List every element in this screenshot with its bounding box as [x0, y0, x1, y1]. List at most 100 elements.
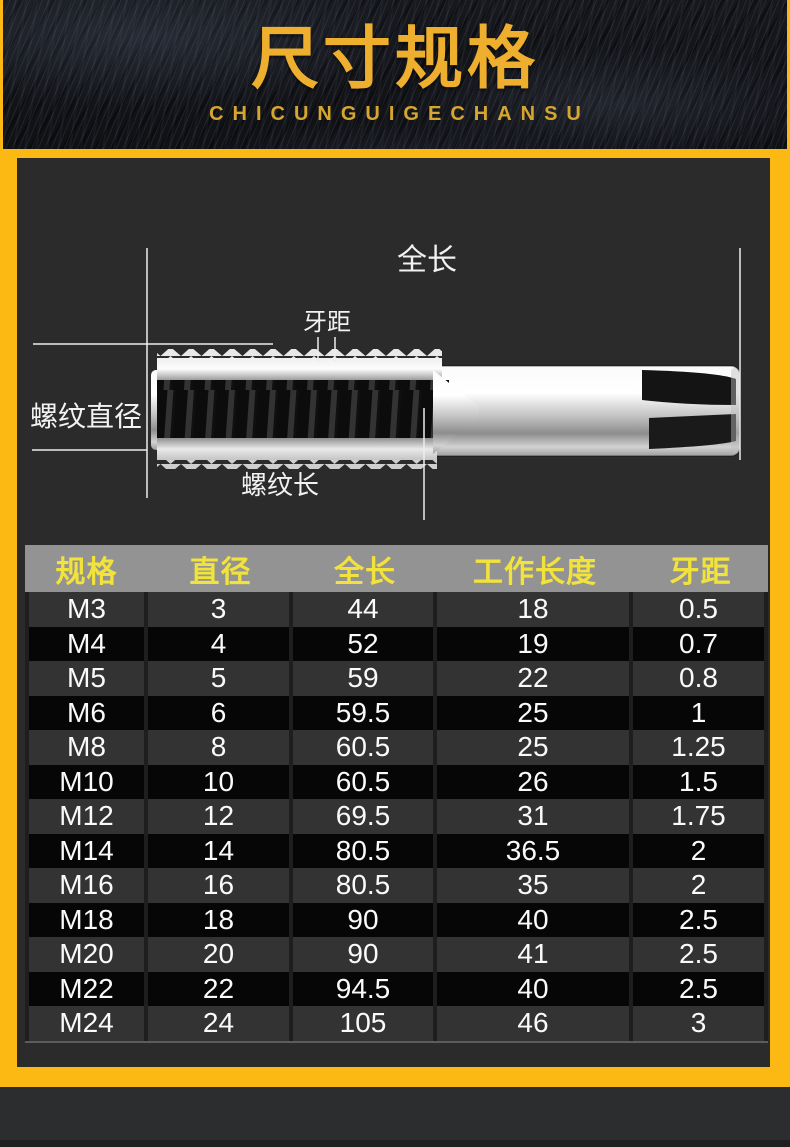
- cell-diameter: 18: [148, 902, 293, 937]
- table-row: M14 14 80.5 36.5 2: [25, 833, 768, 868]
- cell-working-length: 26: [437, 764, 633, 799]
- cell-spec: M24: [25, 1006, 148, 1041]
- cell-pitch: 1: [633, 695, 768, 730]
- content-panel: 全长 牙距 螺纹直径 螺纹长 规格 直径 全长 工作长度 牙距 M3 3: [17, 158, 770, 1067]
- cell-working-length: 25: [437, 730, 633, 765]
- table-row: M16 16 80.5 35 2: [25, 868, 768, 903]
- cell-total-length: 60.5: [293, 730, 437, 765]
- cell-spec: M8: [25, 730, 148, 765]
- table-row: M12 12 69.5 31 1.75: [25, 799, 768, 834]
- cell-working-length: 31: [437, 799, 633, 834]
- column-header-total-length: 全长: [334, 555, 396, 589]
- column-header-pitch: 牙距: [669, 555, 732, 589]
- cell-total-length: 90: [293, 902, 437, 937]
- cell-diameter: 22: [148, 971, 293, 1006]
- page-subtitle: CHICUNGUIGECHANSU: [209, 103, 590, 126]
- label-thread-diameter: 螺纹直径: [30, 401, 142, 432]
- cell-pitch: 2: [633, 833, 768, 868]
- cell-spec: M20: [25, 937, 148, 972]
- cell-spec: M22: [25, 971, 148, 1006]
- cell-pitch: 3: [633, 1006, 768, 1041]
- cell-pitch: 2.5: [633, 971, 768, 1006]
- diagram-labels: 全长 牙距 螺纹直径 螺纹长: [30, 244, 457, 500]
- table-row: M18 18 90 40 2.5: [25, 902, 768, 937]
- cell-pitch: 0.8: [633, 661, 768, 696]
- cell-total-length: 80.5: [293, 868, 437, 903]
- cell-total-length: 60.5: [293, 764, 437, 799]
- cell-diameter: 3: [148, 592, 293, 627]
- cell-spec: M3: [25, 592, 148, 627]
- cell-pitch: 2.5: [633, 937, 768, 972]
- cell-spec: M10: [25, 764, 148, 799]
- cell-total-length: 94.5: [293, 971, 437, 1006]
- tap-shank: [426, 365, 741, 457]
- table-row: M20 20 90 41 2.5: [25, 937, 768, 972]
- table-row: M10 10 60.5 26 1.5: [25, 764, 768, 799]
- table-row: M8 8 60.5 25 1.25: [25, 730, 768, 765]
- cell-diameter: 16: [148, 868, 293, 903]
- cell-diameter: 10: [148, 764, 293, 799]
- table-row: M5 5 59 22 0.8: [25, 661, 768, 696]
- cell-diameter: 6: [148, 695, 293, 730]
- cell-total-length: 44: [293, 592, 437, 627]
- cell-spec: M5: [25, 661, 148, 696]
- cell-pitch: 1.25: [633, 730, 768, 765]
- column-header-diameter: 直径: [189, 555, 252, 589]
- hero-header: 尺寸规格 CHICUNGUIGECHANSU: [0, 0, 790, 149]
- yellow-frame: 全长 牙距 螺纹直径 螺纹长 规格 直径 全长 工作长度 牙距 M3 3: [0, 149, 790, 1087]
- drive-flute-bottom: [649, 414, 736, 449]
- label-total-length: 全长: [397, 244, 457, 277]
- cell-working-length: 18: [437, 592, 633, 627]
- cell-spec: M18: [25, 902, 148, 937]
- cell-pitch: 0.5: [633, 592, 768, 627]
- cell-spec: M14: [25, 833, 148, 868]
- table-row: M22 22 94.5 40 2.5: [25, 971, 768, 1006]
- cell-total-length: 59: [293, 661, 437, 696]
- dimension-lines: [32, 248, 741, 520]
- cell-spec: M16: [25, 868, 148, 903]
- cell-pitch: 1.5: [633, 764, 768, 799]
- cell-diameter: 14: [148, 833, 293, 868]
- label-thread-length: 螺纹长: [241, 470, 319, 500]
- cell-diameter: 4: [148, 626, 293, 661]
- spec-table: 规格 直径 全长 工作长度 牙距 M3 3 44 18 0.5 M4 4 52 …: [25, 545, 768, 1043]
- cell-working-length: 19: [437, 626, 633, 661]
- cell-spec: M6: [25, 695, 148, 730]
- cell-diameter: 20: [148, 937, 293, 972]
- cell-working-length: 36.5: [437, 833, 633, 868]
- cell-diameter: 5: [148, 661, 293, 696]
- label-pitch: 牙距: [303, 309, 351, 336]
- cell-working-length: 41: [437, 937, 633, 972]
- tap-product-image: 全长 牙距 螺纹直径 螺纹长: [30, 244, 741, 520]
- tap-tip: [433, 370, 479, 454]
- cell-total-length: 105: [293, 1006, 437, 1041]
- page-title: 尺寸规格: [250, 21, 539, 97]
- column-header-spec: 规格: [55, 555, 118, 589]
- cell-spec: M4: [25, 626, 148, 661]
- footer-strip: [0, 1087, 790, 1140]
- cell-diameter: 12: [148, 799, 293, 834]
- cell-working-length: 40: [437, 902, 633, 937]
- cell-pitch: 2.5: [633, 902, 768, 937]
- cell-spec: M12: [25, 799, 148, 834]
- cell-total-length: 90: [293, 937, 437, 972]
- cell-total-length: 80.5: [293, 833, 437, 868]
- cell-total-length: 59.5: [293, 695, 437, 730]
- cell-working-length: 40: [437, 971, 633, 1006]
- cell-pitch: 2: [633, 868, 768, 903]
- cell-total-length: 52: [293, 626, 437, 661]
- column-header-working-length: 工作长度: [473, 555, 597, 589]
- table-row: M24 24 105 46 3: [25, 1006, 768, 1041]
- cell-diameter: 8: [148, 730, 293, 765]
- cell-working-length: 46: [437, 1006, 633, 1041]
- dimension-diagram: 全长 牙距 螺纹直径 螺纹长: [17, 158, 770, 545]
- cell-pitch: 1.75: [633, 799, 768, 834]
- cell-working-length: 35: [437, 868, 633, 903]
- cell-working-length: 22: [437, 661, 633, 696]
- spec-table-header-row: 规格 直径 全长 工作长度 牙距: [25, 545, 768, 592]
- footer-edge: [0, 1140, 790, 1147]
- cell-pitch: 0.7: [633, 626, 768, 661]
- cell-diameter: 24: [148, 1006, 293, 1041]
- spec-table-body: M3 3 44 18 0.5 M4 4 52 19 0.7 M5 5 59 22…: [25, 592, 768, 1041]
